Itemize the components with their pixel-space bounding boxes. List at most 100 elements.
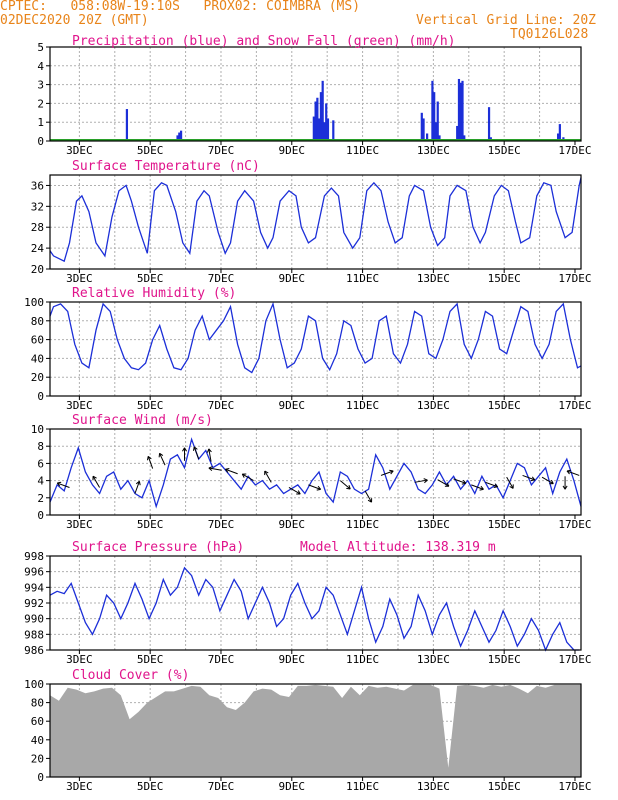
panel-title: Surface Pressure (hPa)	[72, 540, 244, 555]
panel-title: Relative Humidity (%)	[72, 286, 236, 301]
x-tick-label: 13DEC	[417, 144, 450, 157]
wind-arrow	[339, 480, 351, 490]
wind-arrow-head	[316, 488, 321, 491]
x-tick-label: 3DEC	[66, 653, 93, 666]
wind-arrow-head	[225, 468, 230, 470]
wind-arrow-head	[56, 482, 61, 487]
precip-bar	[325, 103, 328, 141]
x-tick-label: 13DEC	[417, 272, 450, 285]
wind-arrow	[208, 448, 212, 462]
y-tick-label: 4	[37, 60, 44, 73]
y-tick-label: 998	[24, 550, 44, 563]
wind-arrow	[380, 470, 394, 476]
x-tick-label: 3DEC	[66, 144, 93, 157]
y-tick-label: 100	[24, 678, 44, 691]
precip-bar	[318, 118, 321, 141]
wind-arrow-head	[317, 485, 322, 490]
y-tick-label: 100	[24, 296, 44, 309]
x-tick-label: 17DEC	[558, 780, 591, 793]
series-line	[49, 177, 582, 263]
wind-arrow-head	[493, 486, 498, 489]
wind-arrow-head	[225, 468, 229, 473]
x-tick-label: 5DEC	[137, 272, 164, 285]
plot-frame	[49, 683, 582, 778]
wind-arrow-head	[550, 479, 554, 484]
x-tick-label: 17DEC	[558, 144, 591, 157]
x-tick-label: 15DEC	[488, 144, 521, 157]
x-tick-label: 17DEC	[558, 653, 591, 666]
precip-bar	[461, 80, 464, 141]
wind-arrow-head	[494, 483, 499, 488]
precip-bar	[332, 120, 335, 141]
x-tick-label: 7DEC	[208, 399, 235, 412]
y-tick-label: 20	[31, 752, 44, 765]
precip-bar	[319, 92, 323, 141]
x-tick-label: 17DEC	[558, 518, 591, 531]
wind-arrow-head	[135, 480, 140, 485]
y-tick-label: 0	[37, 390, 44, 403]
wind-arrow-head	[390, 470, 394, 475]
x-tick-label: 11DEC	[346, 144, 379, 157]
y-tick-label: 20	[31, 371, 44, 384]
precip-bar	[179, 130, 183, 141]
wind-arrow-head	[530, 479, 535, 482]
wind-arrow-head	[367, 499, 372, 503]
precip-bar	[558, 124, 561, 141]
wind-arrow-head	[423, 478, 428, 481]
y-tick-label: 3	[37, 79, 44, 92]
y-tick-label: 990	[24, 613, 44, 626]
y-tick-label: 80	[31, 315, 44, 328]
y-tick-label: 28	[31, 221, 44, 234]
y-tick-label: 986	[24, 644, 44, 657]
wind-arrow-head	[264, 470, 269, 474]
panel-annotation: Model Altitude: 138.319 m	[300, 540, 496, 555]
precip-bar	[434, 122, 438, 141]
wind-arrow-head	[208, 466, 213, 469]
y-tick-label: 80	[31, 697, 44, 710]
wind-arrow	[414, 479, 428, 483]
x-tick-label: 13DEC	[417, 653, 450, 666]
x-tick-label: 9DEC	[279, 272, 306, 285]
panel-5: 0 20 40 60 80 100 3DEC 5DEC 7DEC 9DEC 11DEC 13DEC 15…	[24, 668, 591, 793]
x-tick-label: 15DEC	[488, 780, 521, 793]
x-tick-label: 15DEC	[488, 653, 521, 666]
x-tick-label: 13DEC	[417, 780, 450, 793]
wind-arrow-head	[208, 448, 212, 453]
precip-bar	[314, 101, 317, 141]
x-tick-label: 7DEC	[208, 780, 235, 793]
wind-arrow-head	[462, 479, 467, 484]
wind-arrow-head	[138, 481, 141, 486]
wind-arrow	[471, 484, 484, 490]
wind-arrow	[364, 490, 372, 503]
y-tick-label: 60	[31, 334, 44, 347]
header-location: CPTEC: 058:08W-19:10S PROX02: COIMBRA (M…	[0, 0, 361, 14]
panel-3: 0 2 4 6 8 10 3DEC 5DEC 7DEC 9DEC 11DEC 13DEC 15DEC 17…	[31, 413, 592, 531]
y-tick-label: 0	[37, 509, 44, 522]
wind-arrow-head	[159, 452, 164, 456]
wind-arrow	[225, 468, 238, 475]
wind-arrow-head	[193, 446, 198, 450]
y-tick-label: 996	[24, 566, 44, 579]
precip-bar	[321, 80, 324, 141]
wind-arrow	[288, 487, 301, 495]
wind-arrow-head	[192, 446, 195, 451]
y-tick-label: 8	[37, 440, 44, 453]
x-tick-label: 11DEC	[346, 518, 379, 531]
y-tick-label: 40	[31, 352, 44, 365]
wind-arrow-head	[389, 469, 394, 472]
precip-bar	[487, 107, 491, 141]
wind-arrow	[242, 473, 254, 482]
panel-title: Surface Wind (m/s)	[72, 413, 213, 428]
wind-arrow-head	[531, 476, 536, 481]
wind-arrow-head	[562, 485, 566, 490]
wind-arrow-head	[92, 475, 97, 479]
wind-arrow-head	[446, 482, 450, 487]
precip-bar	[436, 101, 439, 141]
precip-bar	[326, 118, 330, 141]
x-tick-label: 11DEC	[346, 653, 379, 666]
precip-bar	[420, 112, 423, 141]
wind-arrow	[541, 476, 554, 485]
wind-arrow-head	[206, 448, 210, 453]
